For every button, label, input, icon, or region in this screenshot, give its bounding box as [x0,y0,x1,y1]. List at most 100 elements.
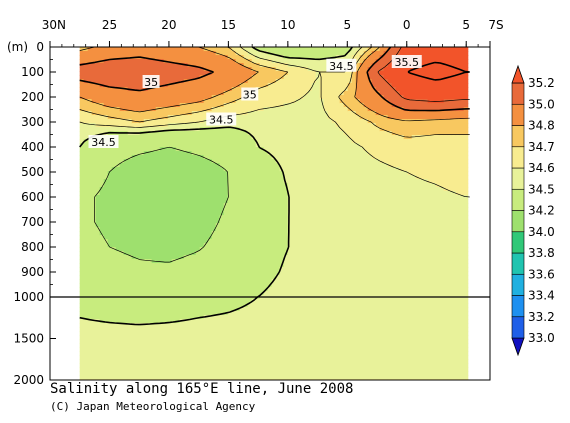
heatmap-cell [215,263,221,268]
heatmap-cell [127,75,133,80]
heatmap-cell [239,175,245,180]
heatmap-cell [203,175,209,180]
heatmap-cell [123,255,129,260]
heatmap-cell [127,175,133,180]
heatmap-cell [87,131,93,136]
heatmap-cell [79,343,85,348]
heatmap-cell [191,243,197,248]
heatmap-cell [143,283,149,288]
heatmap-cell [83,339,89,344]
heatmap-cell [143,167,149,172]
heatmap-cell [219,87,225,92]
heatmap-cell [251,339,257,344]
heatmap-cell [307,239,313,244]
heatmap-cell [91,203,97,208]
heatmap-cell [191,343,197,348]
heatmap-cell [199,319,205,324]
heatmap-cell [227,355,233,360]
heatmap-cell [191,75,197,80]
heatmap-cell [271,119,277,124]
heatmap-cell [259,87,265,92]
heatmap-cell [195,335,201,340]
heatmap-cell [87,299,93,304]
heatmap-cell [163,335,169,340]
heatmap-cell [127,67,133,72]
heatmap-cell [91,319,97,324]
heatmap-cell [107,351,113,356]
heatmap-cell [227,131,233,136]
heatmap-cell [131,163,137,168]
heatmap-cell [127,215,133,220]
heatmap-cell [87,247,93,252]
heatmap-cell [267,315,273,320]
heatmap-cell [243,331,249,336]
heatmap-cell [119,171,125,176]
heatmap-cell [99,251,105,256]
heatmap-cell [139,183,145,188]
heatmap-cell [151,55,157,60]
heatmap-cell [183,183,189,188]
heatmap-cell [171,315,177,320]
heatmap-cell [87,83,93,88]
heatmap-cell [83,267,89,272]
heatmap-cell [103,223,109,228]
heatmap-cell [87,71,93,76]
heatmap-cell [259,131,265,136]
heatmap-cell [91,83,97,88]
heatmap-cell [231,159,237,164]
heatmap-cell [259,155,265,160]
heatmap-cell [263,63,269,68]
heatmap-cell [283,283,289,288]
heatmap-cell [315,151,321,156]
heatmap-cell [111,363,117,368]
heatmap-cell [263,87,269,92]
heatmap-cell [311,219,317,224]
heatmap-cell [179,291,185,296]
heatmap-cell [231,343,237,348]
heatmap-cell [151,143,157,148]
heatmap-cell [131,219,137,224]
heatmap-cell [163,223,169,228]
heatmap-cell [187,279,193,284]
heatmap-cell [295,179,301,184]
heatmap-cell [135,211,141,216]
heatmap-cell [95,103,101,108]
heatmap-cell [163,315,169,320]
heatmap-cell [255,323,261,328]
heatmap-cell [215,279,221,284]
heatmap-cell [235,267,241,272]
heatmap-cell [107,47,113,52]
heatmap-cell [183,247,189,252]
heatmap-cell [147,267,153,272]
heatmap-cell [171,103,177,108]
heatmap-cell [231,327,237,332]
heatmap-cell [311,91,317,96]
heatmap-cell [227,87,233,92]
heatmap-cell [267,135,273,140]
heatmap-cell [267,111,273,116]
heatmap-cell [227,51,233,56]
heatmap-cell [307,111,313,116]
heatmap-cell [287,187,293,192]
heatmap-cell [223,335,229,340]
heatmap-cell [95,231,101,236]
heatmap-cell [227,107,233,112]
heatmap-cell [275,315,281,320]
heatmap-cell [239,375,245,380]
heatmap-cell [99,79,105,84]
heatmap-cell [247,143,253,148]
heatmap-cell [299,51,305,56]
heatmap-cell [195,251,201,256]
heatmap-cell [91,251,97,256]
heatmap-cell [111,203,117,208]
heatmap-cell [175,283,181,288]
heatmap-cell [219,355,225,360]
heatmap-cell [119,327,125,332]
heatmap-cell [191,171,197,176]
heatmap-cell [87,275,93,280]
heatmap-cell [279,135,285,140]
heatmap-cell [79,335,85,340]
heatmap-cell [175,207,181,212]
heatmap-cell [147,203,153,208]
heatmap-cell [103,335,109,340]
